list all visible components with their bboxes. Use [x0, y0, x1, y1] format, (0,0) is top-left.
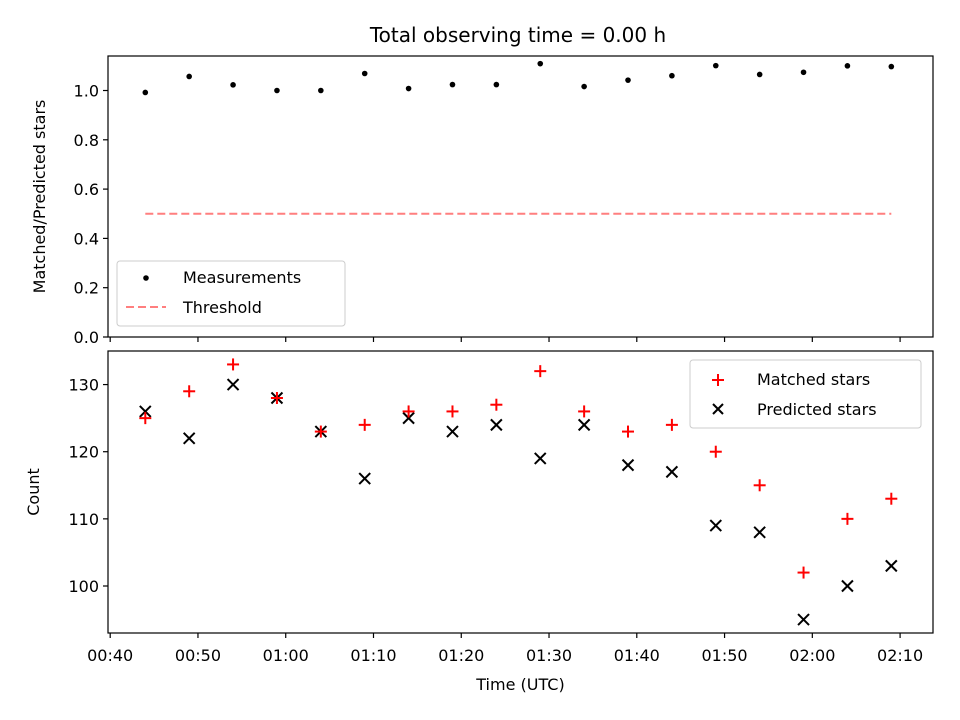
legend-threshold-label: Threshold: [182, 298, 262, 317]
top-ytick-label: 1.0: [74, 82, 99, 101]
predicted-stars-point: [402, 411, 415, 425]
figure-title: Total observing time = 0.00 h: [369, 23, 666, 47]
measurement-point: [142, 89, 149, 96]
predicted-stars-point: [577, 418, 591, 432]
measurement-point: [888, 63, 895, 70]
legend-measurements-label: Measurements: [183, 268, 301, 287]
legend-measurements-marker: [143, 275, 149, 281]
legend-matched-label: Matched stars: [757, 370, 870, 389]
bottom-ytick-label: 120: [68, 443, 99, 462]
bottom-xtick-label: 01:00: [263, 646, 309, 665]
top-ytick-label: 0.0: [74, 328, 99, 347]
legend-matched-marker: [712, 374, 724, 386]
top-ytick-label: 0.8: [74, 131, 99, 150]
bottom-xtick-label: 00:40: [87, 646, 133, 665]
matched-stars-point: [841, 512, 854, 525]
top-y-ticks: 0.0 0.2 0.4 0.6 0.8 1.0: [74, 82, 108, 347]
measurement-point: [493, 81, 500, 88]
measurement-point: [625, 77, 631, 83]
predicted-stars-point: [490, 418, 503, 432]
measurement-point: [186, 73, 192, 80]
predicted-stars-point: [841, 579, 854, 593]
bottom-xtick-label: 01:30: [526, 646, 572, 665]
bottom-plot-marks: [139, 358, 898, 626]
predicted-stars-point: [182, 432, 196, 445]
matched-stars-point: [358, 418, 371, 431]
x-axis-label: Time (UTC): [475, 675, 564, 694]
bottom-xtick-label: 01:50: [702, 646, 748, 665]
measurement-point: [318, 87, 324, 94]
matched-stars-point: [534, 365, 547, 378]
predicted-stars-point: [797, 613, 810, 626]
measurement-point: [756, 71, 763, 78]
top-ytick-label: 0.4: [74, 229, 99, 248]
top-ytick-label: 0.6: [74, 180, 99, 199]
bottom-y-ticks: 100 110 120 130: [68, 376, 108, 596]
measurement-point: [844, 63, 851, 69]
bottom-ytick-label: 130: [68, 376, 99, 395]
matched-stars-point: [885, 492, 898, 505]
predicted-stars-point: [446, 425, 459, 438]
bottom-legend: Matched stars Predicted stars: [689, 359, 922, 429]
matched-stars-point: [139, 412, 152, 425]
bottom-xtick-label: 02:00: [789, 646, 835, 665]
matched-stars-point: [578, 405, 591, 418]
predicted-stars-point: [885, 559, 898, 573]
predicted-stars-point: [753, 526, 766, 539]
predicted-stars-point: [139, 405, 152, 418]
measurement-point: [712, 62, 719, 69]
predicted-stars-point: [534, 452, 547, 465]
bottom-x-ticks: 00:40 00:50 01:00 01:10 01:20 01:30 01:40 01:50…: [87, 633, 923, 665]
predicted-stars-point: [358, 472, 371, 485]
measurement-point: [274, 87, 280, 94]
matched-stars-point: [709, 445, 722, 458]
measurement-point: [581, 83, 587, 90]
matched-stars-point: [753, 479, 766, 492]
measurement-point: [230, 82, 236, 88]
bottom-y-axis-label: Count: [24, 468, 43, 516]
bottom-panel: 100 110 120 130 00:40 00:50 01:00 01:10 01:20 01…: [24, 350, 934, 694]
legend-predicted-marker: [712, 403, 724, 415]
bottom-xtick-label: 01:20: [438, 646, 484, 665]
measurement-point: [361, 70, 368, 77]
measurement-point: [537, 60, 544, 67]
matched-stars-point: [797, 566, 810, 579]
bottom-xtick-label: 02:10: [877, 646, 923, 665]
top-y-axis-label: Matched/Predicted stars: [30, 100, 49, 294]
top-panel: 0.0 0.2 0.4 0.6 0.8 1.0 Matched/Predicted sta…: [30, 55, 934, 347]
bottom-legend-box: [689, 359, 922, 429]
bottom-axes-frame: [107, 350, 934, 634]
matched-stars-point: [490, 398, 503, 411]
matched-stars-point: [665, 418, 678, 431]
top-ytick-label: 0.2: [74, 279, 99, 298]
top-legend-box: [116, 260, 346, 327]
matched-stars-point: [227, 358, 240, 371]
bottom-xtick-label: 00:50: [175, 646, 221, 665]
matched-stars-point: [446, 405, 459, 418]
predicted-stars-point: [226, 378, 240, 391]
matched-stars-point: [183, 385, 196, 398]
top-x-ticks: [109, 337, 901, 342]
measurement-point: [800, 69, 807, 76]
matched-stars-point: [314, 425, 327, 438]
top-axes-frame: [107, 55, 934, 338]
top-legend: Measurements Threshold: [116, 260, 346, 327]
measurement-point: [449, 81, 456, 88]
top-plot-marks: [142, 60, 895, 215]
bottom-ytick-label: 110: [68, 510, 99, 529]
matched-stars-point: [622, 425, 635, 438]
bottom-xtick-label: 01:40: [614, 646, 660, 665]
legend-predicted-label: Predicted stars: [757, 400, 877, 419]
matched-stars-point: [270, 392, 283, 404]
predicted-stars-point: [621, 458, 635, 472]
bottom-ytick-label: 100: [68, 577, 99, 596]
bottom-xtick-label: 01:10: [350, 646, 396, 665]
predicted-stars-point: [709, 519, 722, 532]
measurement-point: [405, 85, 412, 92]
matched-stars-point: [402, 405, 415, 418]
predicted-stars-point: [665, 465, 679, 479]
measurement-point: [669, 72, 675, 79]
